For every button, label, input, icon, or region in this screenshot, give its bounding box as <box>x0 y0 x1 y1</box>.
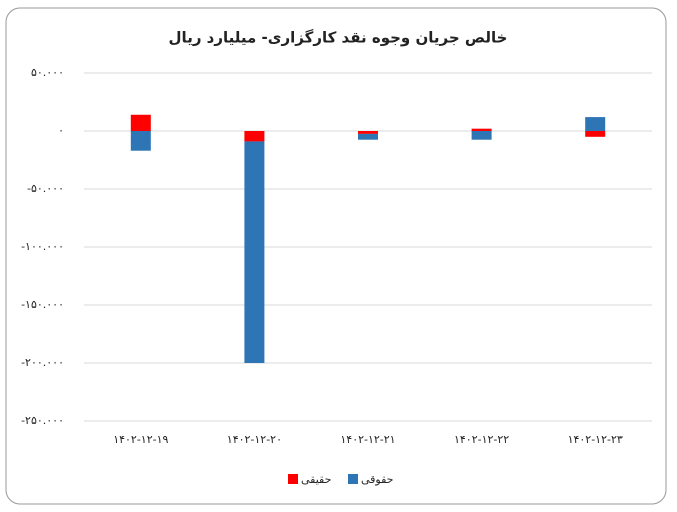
bar <box>244 131 265 142</box>
x-tick-label: ۱۴۰۲-۱۲-۲۲ <box>454 433 509 446</box>
x-tick-label: ۱۴۰۲-۱۲-۲۳ <box>568 433 623 446</box>
y-tick-label: ۰ <box>58 124 64 137</box>
y-tick-label: ۵۰.۰۰۰ <box>31 66 64 79</box>
legend-label: حقیقی <box>301 473 331 486</box>
y-tick-label: -۵۰.۰۰۰ <box>27 182 64 195</box>
y-tick-label: -۲۵۰.۰۰۰ <box>21 414 64 427</box>
x-tick-label: ۱۴۰۲-۱۲-۲۰ <box>227 433 282 446</box>
y-tick-label: -۲۰۰.۰۰۰ <box>21 356 64 369</box>
chart-frame <box>5 7 667 505</box>
y-tick-label: -۱۵۰.۰۰۰ <box>21 298 64 311</box>
bar <box>471 128 492 131</box>
x-tick-label: ۱۴۰۲-۱۲-۱۹ <box>113 433 168 446</box>
y-tick-label: -۱۰۰.۰۰۰ <box>21 240 64 253</box>
x-tick-label: ۱۴۰۲-۱۲-۲۱ <box>340 433 395 446</box>
bar <box>130 114 151 131</box>
bar <box>585 131 606 137</box>
bar <box>471 131 492 140</box>
bar <box>244 141 265 363</box>
bar <box>130 131 151 151</box>
bar <box>358 133 378 140</box>
legend-swatch <box>288 474 298 484</box>
bar <box>358 131 378 134</box>
chart-title: خالص جریان وجوه نقد کارگزاری- میلیارد ری… <box>169 29 508 47</box>
legend-swatch <box>348 474 358 484</box>
legend-label: حقوقی <box>361 473 393 486</box>
bar <box>585 117 606 131</box>
